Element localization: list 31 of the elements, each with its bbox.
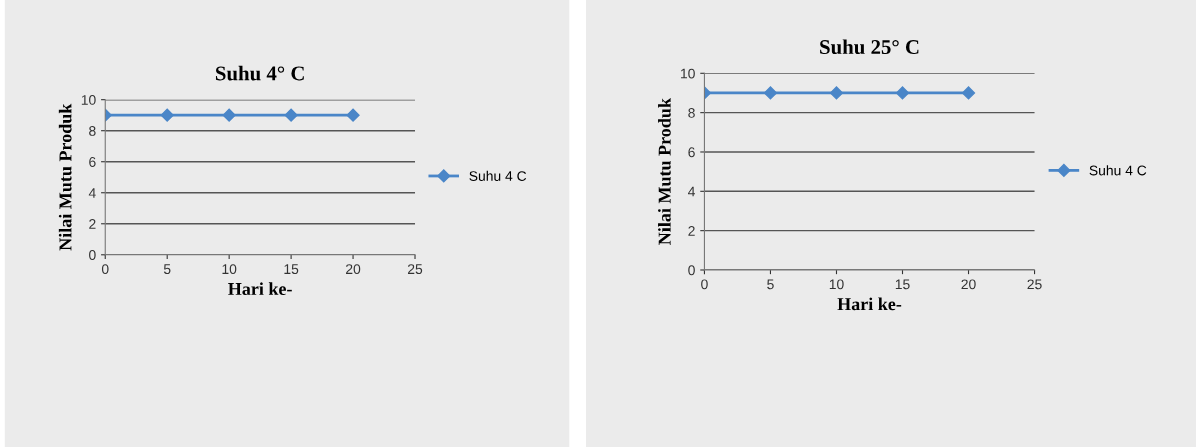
x-tick-label: 15 xyxy=(895,279,910,290)
x-tick-label: 20 xyxy=(961,279,976,290)
y-tick-label: 2 xyxy=(89,219,96,229)
y-tick-label: 10 xyxy=(81,95,96,105)
x-tick-label: 10 xyxy=(222,264,237,275)
y-tick-label: 10 xyxy=(681,68,695,79)
chart-title: Suhu 25° C xyxy=(820,39,919,55)
x-tick-label: 15 xyxy=(284,264,299,275)
legend-label: Suhu 4 C xyxy=(1089,165,1147,176)
x-tick-label: 10 xyxy=(829,279,844,290)
x-tick-label: 5 xyxy=(163,264,171,275)
y-tick-label: 8 xyxy=(688,107,695,118)
y-tick-label: 8 xyxy=(89,126,96,136)
y-tick-label: 2 xyxy=(688,225,695,236)
x-tick-label: 25 xyxy=(1027,279,1042,290)
y-tick-label: 6 xyxy=(688,147,695,158)
y-tick-label: 4 xyxy=(688,186,696,197)
x-axis-title: Hari ke- xyxy=(228,282,292,296)
y-tick-label: 0 xyxy=(89,250,96,260)
x-tick-label: 0 xyxy=(701,279,708,290)
y-axis-title: Nilai Mutu Produk xyxy=(58,103,72,251)
y-axis-title: Nilai Mutu Produk xyxy=(658,98,671,245)
x-tick-label: 20 xyxy=(346,264,361,275)
x-tick-label: 25 xyxy=(407,264,423,275)
chart-title: Suhu 4° C xyxy=(215,65,304,81)
x-axis-title: Hari ke- xyxy=(837,297,902,311)
x-tick-label: 0 xyxy=(101,264,109,275)
y-tick-label: 6 xyxy=(89,157,96,167)
legend-label: Suhu 4 C xyxy=(469,170,527,181)
y-tick-label: 4 xyxy=(88,188,96,198)
x-tick-label: 5 xyxy=(767,279,774,290)
